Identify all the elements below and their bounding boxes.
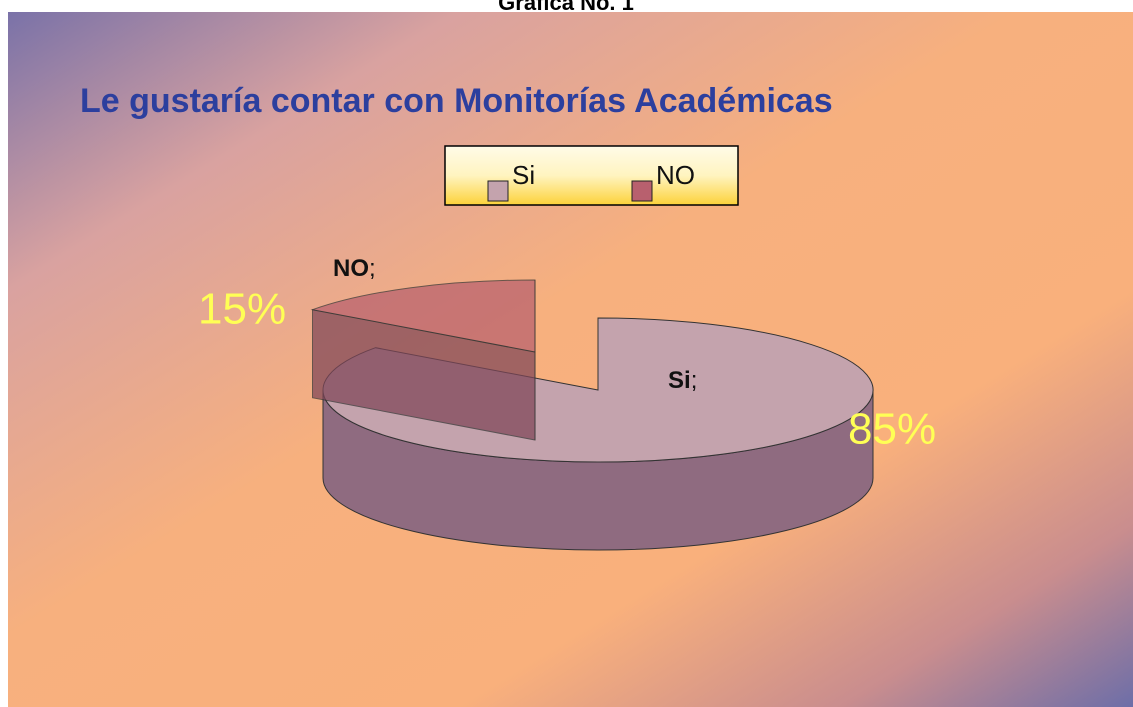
legend-label: NO xyxy=(656,160,695,190)
category-name: NO xyxy=(333,255,369,282)
data-label-name: NO; xyxy=(333,255,376,282)
category-name: Si xyxy=(668,367,691,394)
legend-label: Si xyxy=(512,160,535,190)
label-separator: ; xyxy=(691,367,698,394)
legend-swatch xyxy=(631,180,653,202)
pie-slice xyxy=(310,279,536,353)
data-label-name: Si; xyxy=(668,367,697,394)
legend-swatch xyxy=(487,180,509,202)
chart-title: Le gustaría contar con Monitorías Académ… xyxy=(80,82,833,120)
data-label-value: 15% xyxy=(198,285,286,334)
chart-background xyxy=(8,12,1133,707)
heading: Grafica No. 1 xyxy=(498,0,634,15)
label-separator: ; xyxy=(369,255,376,282)
data-label-value: 85% xyxy=(848,405,936,454)
